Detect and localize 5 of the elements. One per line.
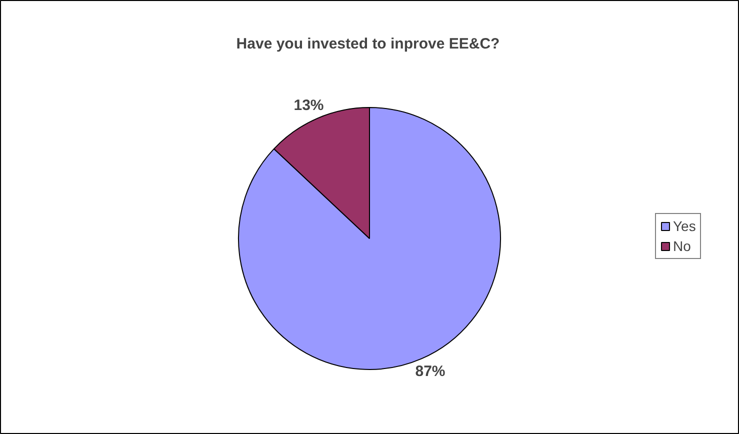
chart-title: Have you invested to inprove EE&C? <box>236 36 500 52</box>
legend-label: No <box>673 238 692 254</box>
data-label: 13% <box>294 96 324 114</box>
data-label: 87% <box>415 363 446 380</box>
legend-label: Yes <box>673 218 696 234</box>
